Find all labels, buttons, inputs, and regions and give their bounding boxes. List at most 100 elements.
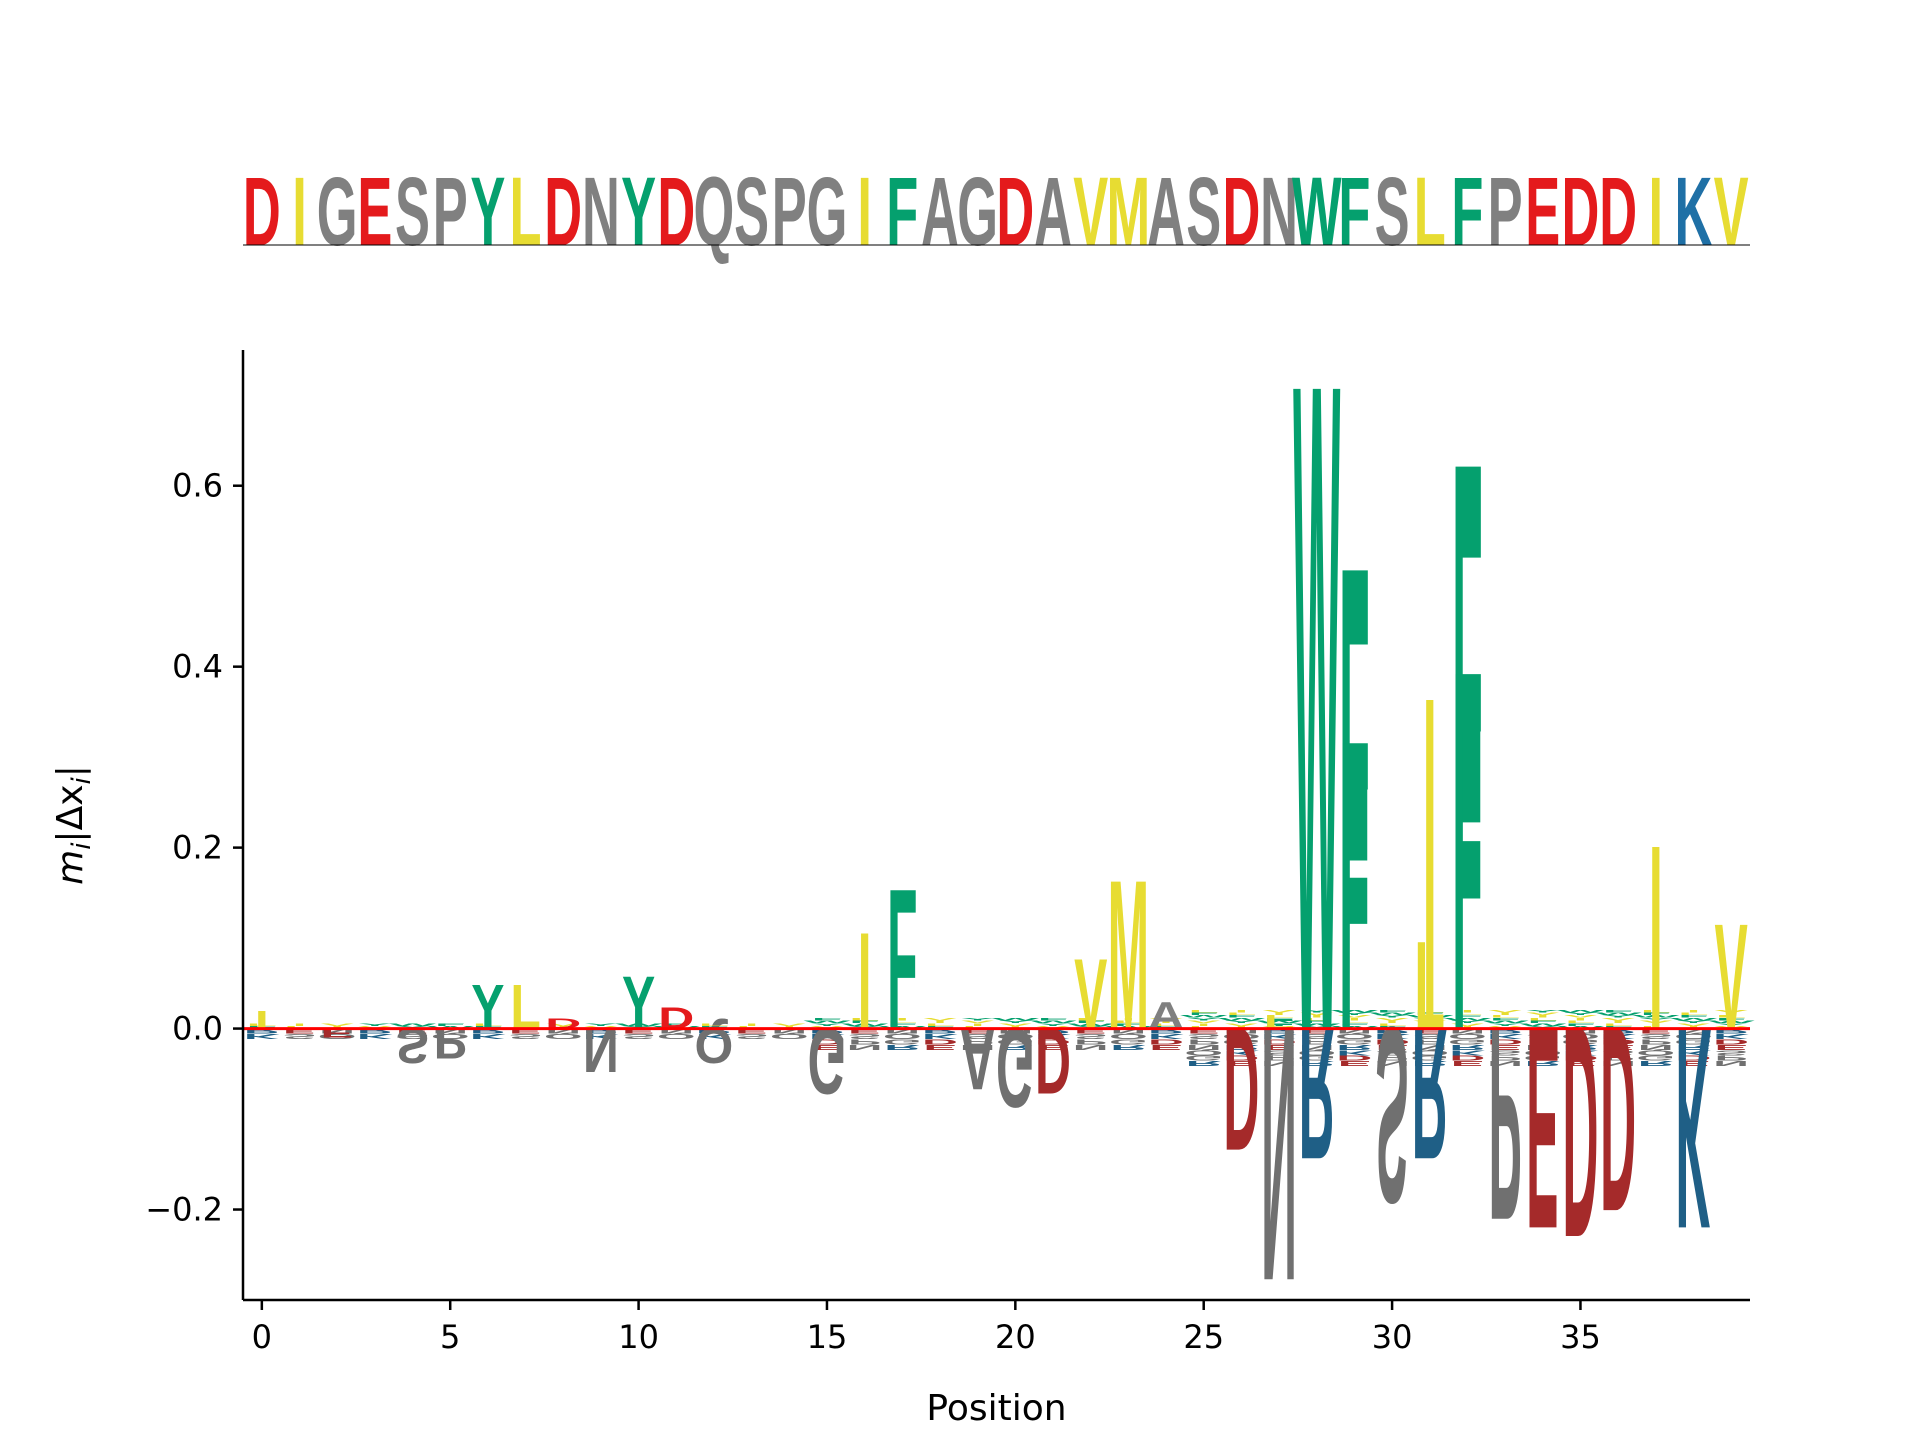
noise-letter-neg: K <box>1675 1049 1711 1057</box>
noise-letter-pos: F <box>435 1023 465 1027</box>
noise-letter-neg: Q <box>770 1032 809 1040</box>
logo-letter-positive: F <box>1452 563 1482 1139</box>
logo-letter-negative: G <box>996 1004 1035 1131</box>
noise-letter-pos: L <box>1641 1009 1671 1013</box>
sequence-letter: S <box>1186 157 1221 267</box>
logo-letter-positive: F <box>1339 654 1369 1117</box>
noise-letter-neg: E <box>1564 1059 1597 1067</box>
noise-letter-pos: V <box>1564 1014 1598 1018</box>
noise-letter-pos: V <box>1677 1023 1711 1027</box>
noise-letter-neg: G <box>883 1038 922 1046</box>
noise-letter-neg: R <box>1261 1027 1297 1035</box>
logo-letter-positive: D <box>658 1001 694 1035</box>
noise-letter-pos: Y <box>1338 1012 1371 1016</box>
noise-letter-pos: Y <box>1300 1009 1333 1013</box>
noise-letter-pos: V <box>1187 1020 1221 1024</box>
noise-letter-pos: Y <box>1677 1020 1710 1024</box>
noise-letter-neg: N <box>1449 1027 1485 1035</box>
noise-letter-neg: N <box>771 1027 807 1035</box>
noise-letter-pos: L <box>1264 1014 1294 1018</box>
noise-letter-neg: G <box>1448 1038 1487 1046</box>
sequence-letter: Q <box>694 157 735 267</box>
noise-letter-pos: I <box>745 1023 759 1027</box>
noise-letter-neg: E <box>1677 1059 1710 1067</box>
noise-letter-neg: P <box>961 1038 994 1046</box>
noise-letter-neg: E <box>961 1027 994 1035</box>
noise-letter-neg: K <box>1374 1032 1410 1040</box>
logo-letter-positive: A <box>1148 995 1184 1037</box>
noise-letter-neg: D <box>1562 1054 1598 1062</box>
noise-letter-neg: R <box>1562 1043 1598 1051</box>
noise-letter-pos: F <box>1113 1023 1143 1027</box>
noise-letter-neg: R <box>1713 1027 1749 1035</box>
noise-letter-pos: Y <box>810 1023 843 1027</box>
noise-letter-pos: W <box>992 1017 1040 1021</box>
noise-letter-neg: N <box>1073 1043 1109 1051</box>
noise-letter-pos: Y <box>1413 1017 1446 1021</box>
noise-letter-neg: K <box>470 1032 506 1040</box>
noise-letter-neg: N <box>847 1043 883 1051</box>
noise-letter-neg: R <box>1412 1059 1448 1067</box>
noise-letter-neg: K <box>583 1032 619 1040</box>
noise-letter-neg: D <box>1487 1038 1523 1046</box>
noise-letter-neg: K <box>1600 1032 1636 1040</box>
sequence-letter: A <box>921 157 959 267</box>
sequence-letter: V <box>1073 157 1108 267</box>
noise-letter-pos: Y <box>1375 1014 1408 1018</box>
noise-letter-pos: L <box>1075 1017 1105 1021</box>
noise-letter-neg: E <box>1375 1043 1408 1051</box>
noise-letter-neg: N <box>1713 1059 1749 1067</box>
logo-letter-negative: A <box>960 1009 996 1107</box>
noise-letter-neg: R <box>1223 1043 1259 1051</box>
noise-letter-neg: E <box>1300 1027 1333 1035</box>
noise-letter-neg: E <box>810 1043 843 1051</box>
noise-letter-pos: V <box>923 1017 957 1021</box>
logo-letter-negative: N <box>583 1014 619 1084</box>
noise-letter-pos: F <box>1452 1014 1482 1018</box>
noise-letter-neg: R <box>997 1043 1033 1051</box>
logo-letter-positive: I <box>1649 791 1663 1086</box>
reference-sequence-logo: D I G E S P Y L D N Y DQ S P G I F AGD A VMA S D NWF S L F P E D D I K V <box>243 157 1749 267</box>
noise-letter-pos: L <box>849 1017 879 1021</box>
x-axis-ticks: 0 5 10 15 20 25 30 35 <box>252 1300 1601 1356</box>
plot-area: RKESNQRKESNQRKESNQRKESNQRKESNQRKDEESPNNQ… <box>243 187 1756 1356</box>
noise-letter-pos: I <box>1234 1009 1248 1013</box>
noise-letter-pos: W <box>803 1020 851 1024</box>
noise-letter-pos: F <box>1678 1014 1708 1018</box>
noise-letter-pos: I <box>1611 1020 1625 1024</box>
noise-letter-neg: S <box>735 1032 768 1040</box>
sequence-letter: P <box>433 157 468 267</box>
noise-letter-pos: F <box>1377 1009 1407 1013</box>
noise-letter-neg: D <box>1713 1038 1749 1046</box>
noise-letter-pos: I <box>293 1023 307 1027</box>
noise-letter-pos: W <box>1519 1023 1567 1027</box>
sequence-letter: D <box>1562 157 1600 267</box>
noise-letter-pos: F <box>1603 1009 1633 1013</box>
noise-letter-neg: P <box>1375 1054 1408 1062</box>
noise-letter-neg: Q <box>1674 1032 1713 1040</box>
noise-letter-pos: V <box>1149 1017 1183 1021</box>
y-axis-title-rest: |Δx <box>50 785 91 843</box>
noise-letter-neg: E <box>622 1027 655 1035</box>
noise-letter-pos: F <box>1716 1017 1746 1021</box>
logo-letter-negative: R <box>1412 988 1448 1199</box>
logo-letter-negative: G <box>808 1009 847 1114</box>
noise-letter-pos: F <box>1038 1017 1068 1021</box>
noise-letter-neg: K <box>1336 1049 1372 1057</box>
noise-letter-pos: Y <box>1036 1023 1069 1027</box>
noise-letter-pos: W <box>389 1023 437 1027</box>
noise-letter-pos: Y <box>1639 1017 1672 1021</box>
sequence-letter: Y <box>621 157 656 267</box>
noise-letter-pos: F <box>1264 1017 1294 1021</box>
noise-letter-neg: D <box>1035 1038 1071 1046</box>
noise-letter-neg: D <box>809 1038 845 1046</box>
noise-letter-pos: W <box>1708 1020 1756 1024</box>
logo-letter-negative: Q <box>695 1018 734 1074</box>
noise-letter-neg: R <box>1299 1059 1335 1067</box>
noise-letter-neg: D <box>1675 1054 1711 1062</box>
noise-letter-neg: D <box>1148 1038 1184 1046</box>
noise-letter-pos: W <box>1369 1012 1417 1016</box>
noise-letter-neg: K <box>1487 1032 1523 1040</box>
noise-letter-neg: P <box>1413 1038 1446 1046</box>
logo-letter-negative: S <box>1375 974 1408 1254</box>
